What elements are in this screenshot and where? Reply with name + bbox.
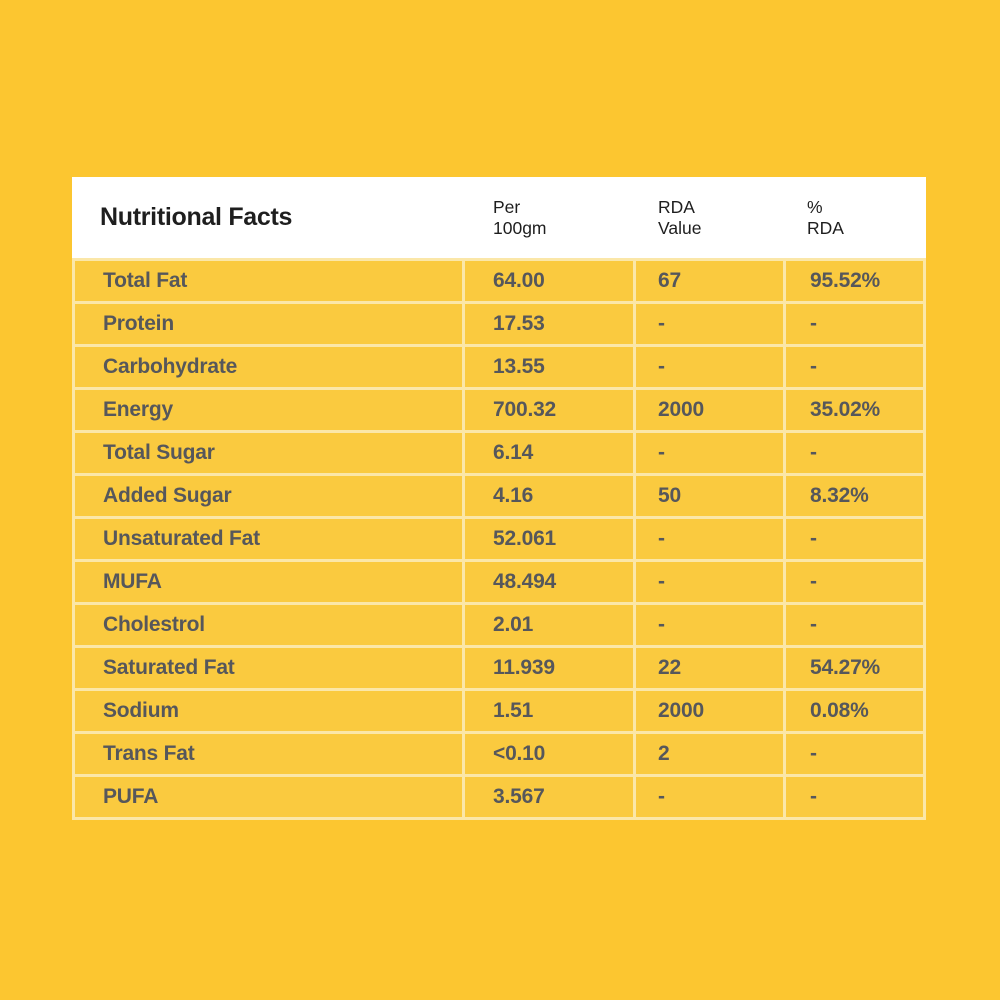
table-row: Added Sugar 4.16 50 8.32% xyxy=(75,476,923,516)
rda-value: - xyxy=(636,347,783,387)
nutrient-name: Unsaturated Fat xyxy=(75,519,462,559)
nutrient-name: PUFA xyxy=(75,777,462,817)
table-row: Carbohydrate 13.55- - xyxy=(75,347,923,387)
rda-percent: - xyxy=(786,347,923,387)
rda-value: - xyxy=(636,777,783,817)
table-row: Cholestrol 2.01- - xyxy=(75,605,923,645)
nutrient-name: MUFA xyxy=(75,562,462,602)
rda-value: 2000 xyxy=(636,691,783,731)
per-100gm-value: 64.00 xyxy=(465,261,633,301)
per-100gm-value: 1.51 xyxy=(465,691,633,731)
rda-percent: 54.27% xyxy=(786,648,923,688)
rda-value: - xyxy=(636,605,783,645)
per-100gm-value: 11.939 xyxy=(465,648,633,688)
per-100gm-value: 48.494 xyxy=(465,562,633,602)
column-header-line: Value xyxy=(658,217,702,238)
per-100gm-value: 3.567 xyxy=(465,777,633,817)
table-row: Unsaturated Fat 52.061- - xyxy=(75,519,923,559)
nutrient-name: Added Sugar xyxy=(75,476,462,516)
table-row: Total Sugar 6.14- - xyxy=(75,433,923,473)
table-row: Protein 17.53- - xyxy=(75,304,923,344)
rda-percent: - xyxy=(786,304,923,344)
column-header-line: RDA xyxy=(807,217,844,238)
rda-percent: - xyxy=(786,519,923,559)
per-100gm-value: <0.10 xyxy=(465,734,633,774)
table-row: Sodium 1.51 2000 0.08% xyxy=(75,691,923,731)
column-header-per-100gm: Per 100gm xyxy=(462,197,633,239)
rda-value: 2 xyxy=(636,734,783,774)
per-100gm-value: 4.16 xyxy=(465,476,633,516)
per-100gm-value: 13.55 xyxy=(465,347,633,387)
nutrient-name: Sodium xyxy=(75,691,462,731)
column-header-line: 100gm xyxy=(493,217,547,238)
nutrient-name: Energy xyxy=(75,390,462,430)
table-row: Total Fat 64.00 67 95.52% xyxy=(75,261,923,301)
rda-value: - xyxy=(636,304,783,344)
table-row: Saturated Fat 11.939 22 54.27% xyxy=(75,648,923,688)
nutrient-name: Saturated Fat xyxy=(75,648,462,688)
rda-percent: 95.52% xyxy=(786,261,923,301)
rda-percent: 35.02% xyxy=(786,390,923,430)
per-100gm-value: 700.32 xyxy=(465,390,633,430)
per-100gm-value: 52.061 xyxy=(465,519,633,559)
table-body: Total Fat 64.00 67 95.52% Protein 17.53- - Carb… xyxy=(72,258,926,820)
column-header-rda-value: RDA Value xyxy=(633,197,783,239)
rda-percent: - xyxy=(786,777,923,817)
table-row: Energy 700.32 2000 35.02% xyxy=(75,390,923,430)
rda-value: 50 xyxy=(636,476,783,516)
rda-percent: 8.32% xyxy=(786,476,923,516)
per-100gm-value: 6.14 xyxy=(465,433,633,473)
rda-value: - xyxy=(636,562,783,602)
rda-percent: - xyxy=(786,562,923,602)
nutrient-name: Cholestrol xyxy=(75,605,462,645)
rda-value: 22 xyxy=(636,648,783,688)
rda-value: - xyxy=(636,519,783,559)
nutrient-name: Total Sugar xyxy=(75,433,462,473)
column-header-line: Per xyxy=(493,196,521,217)
table-title: Nutritional Facts xyxy=(100,203,293,231)
nutrient-name: Trans Fat xyxy=(75,734,462,774)
rda-percent: 0.08% xyxy=(786,691,923,731)
rda-percent: - xyxy=(786,433,923,473)
nutrient-name: Protein xyxy=(75,304,462,344)
table-row: MUFA 48.494- - xyxy=(75,562,923,602)
rda-percent: - xyxy=(786,734,923,774)
table-header: Nutritional Facts Per 100gm RDA Value % … xyxy=(72,177,926,258)
rda-value: 67 xyxy=(636,261,783,301)
per-100gm-value: 17.53 xyxy=(465,304,633,344)
column-header-line: % xyxy=(807,196,823,217)
per-100gm-value: 2.01 xyxy=(465,605,633,645)
nutrient-name: Carbohydrate xyxy=(75,347,462,387)
nutrition-facts-card: Nutritional Facts Per 100gm RDA Value % … xyxy=(72,177,926,820)
column-header-line: RDA xyxy=(658,196,695,217)
rda-value: - xyxy=(636,433,783,473)
table-row: Trans Fat <0.10 2- xyxy=(75,734,923,774)
table-row: PUFA 3.567- - xyxy=(75,777,923,817)
rda-percent: - xyxy=(786,605,923,645)
column-header-rda-percent: % RDA xyxy=(783,197,926,239)
rda-value: 2000 xyxy=(636,390,783,430)
nutrient-name: Total Fat xyxy=(75,261,462,301)
